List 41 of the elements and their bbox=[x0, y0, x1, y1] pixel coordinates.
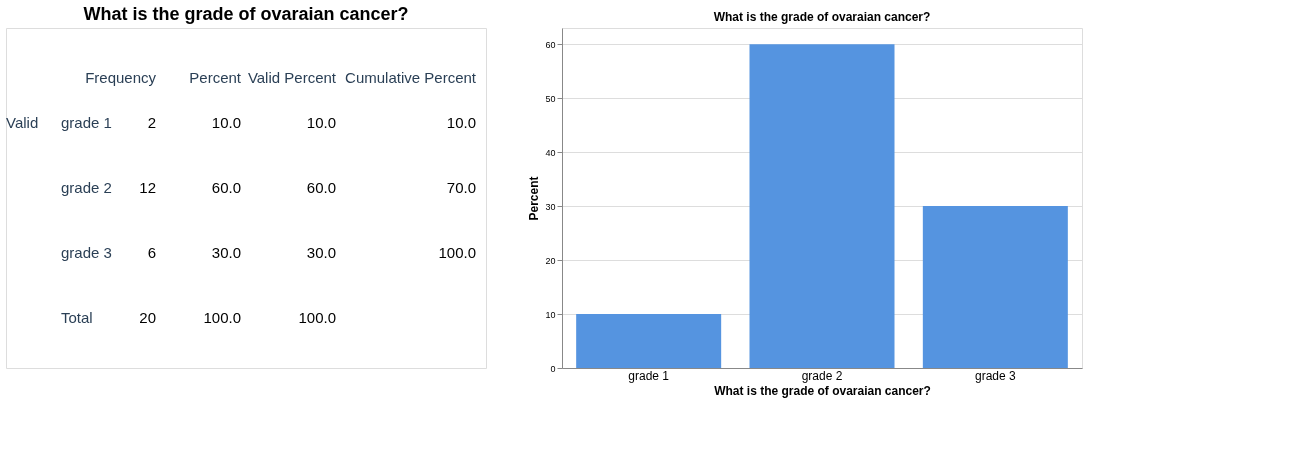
text: 100.0 bbox=[298, 309, 336, 326]
y-tick-label: 10 bbox=[545, 309, 556, 320]
text: grade 3 bbox=[61, 244, 112, 261]
text: Percent bbox=[189, 69, 242, 86]
text: grade 1 bbox=[61, 114, 112, 131]
text: 2 bbox=[147, 114, 156, 131]
text: Cumulative Percent bbox=[345, 69, 477, 86]
x-tick-label: grade 1 bbox=[628, 368, 670, 383]
text: What is the grade of ovaraian cancer? bbox=[83, 4, 409, 24]
text: 10.0 bbox=[211, 114, 241, 131]
text: 60.0 bbox=[306, 179, 336, 196]
text: 30.0 bbox=[306, 244, 336, 261]
text: 30.0 bbox=[211, 244, 241, 261]
text: 20 bbox=[139, 309, 156, 326]
text: 70.0 bbox=[446, 179, 476, 196]
x-axis-title: What is the grade of ovaraian cancer? bbox=[714, 383, 931, 398]
text: Valid bbox=[6, 114, 39, 131]
text: 100.0 bbox=[438, 244, 476, 261]
text: grade 2 bbox=[61, 179, 112, 196]
text: 12 bbox=[139, 179, 156, 196]
bar bbox=[576, 314, 722, 368]
text: 100.0 bbox=[203, 309, 241, 326]
y-axis-title: Percent bbox=[527, 176, 542, 221]
text: 10.0 bbox=[306, 114, 336, 131]
text: 6 bbox=[147, 244, 156, 261]
y-tick-label: 30 bbox=[545, 201, 556, 212]
bar bbox=[749, 44, 895, 368]
y-tick-label: 50 bbox=[545, 93, 556, 104]
text: Total bbox=[61, 309, 93, 326]
text: Frequency bbox=[85, 69, 157, 86]
x-tick-label: grade 2 bbox=[801, 368, 843, 383]
bar bbox=[922, 206, 1068, 368]
y-tick-label: 0 bbox=[550, 363, 556, 374]
y-tick-label: 40 bbox=[545, 147, 556, 158]
text: 10.0 bbox=[446, 114, 476, 131]
y-tick-label: 20 bbox=[545, 255, 556, 266]
y-tick-label: 60 bbox=[545, 39, 556, 50]
chart-title: What is the grade of ovaraian cancer? bbox=[713, 10, 931, 24]
text: 60.0 bbox=[211, 179, 241, 196]
x-tick-label: grade 3 bbox=[974, 368, 1017, 383]
text: Valid Percent bbox=[247, 69, 337, 86]
